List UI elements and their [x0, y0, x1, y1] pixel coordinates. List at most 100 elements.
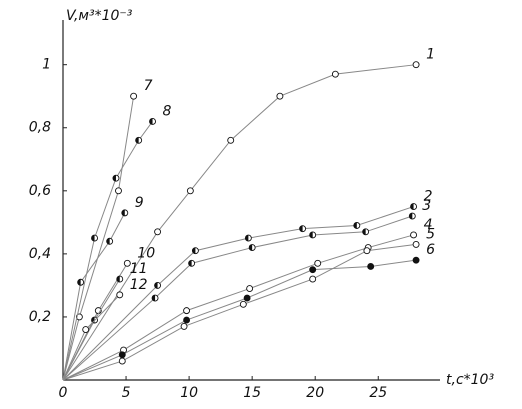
series-label: 2 [424, 189, 433, 205]
data-point [412, 61, 420, 69]
y-tick-label: 0,2 [29, 309, 51, 325]
series-line [62, 212, 126, 381]
marker [154, 228, 162, 236]
data-point [412, 256, 420, 264]
data-point [135, 136, 143, 144]
data-point [353, 222, 361, 229]
marker-half [135, 137, 139, 144]
data-point [408, 212, 416, 220]
marker [309, 266, 317, 274]
marker [243, 294, 251, 302]
data-point [248, 244, 256, 252]
marker-half [188, 260, 192, 267]
data-point [309, 231, 317, 239]
marker-half [299, 225, 303, 232]
data-point [180, 322, 188, 330]
series-label: 5 [426, 226, 435, 242]
data-point [82, 326, 90, 333]
data-point [123, 259, 131, 267]
data-point [118, 357, 126, 365]
marker [186, 187, 194, 195]
marker [123, 259, 131, 267]
marker [239, 300, 247, 308]
series-line [62, 259, 417, 381]
data-point [410, 231, 418, 239]
data-point [154, 281, 162, 289]
marker-half [116, 276, 120, 283]
y-tick-label: 0,8 [29, 120, 51, 136]
marker-half [245, 235, 249, 242]
data-point [77, 278, 85, 286]
x-axis-label: t,c*10³ [446, 372, 494, 388]
x-tick-label: 0 [59, 385, 68, 401]
marker-half [192, 247, 196, 254]
marker [180, 322, 188, 330]
series-line [62, 243, 417, 381]
series-label: 9 [135, 195, 144, 211]
marker [412, 256, 420, 264]
marker-half [353, 222, 357, 229]
y-axis-label: V,м³*10⁻³ [66, 8, 133, 24]
marker-half [409, 213, 413, 220]
data-point [412, 240, 420, 248]
marker [410, 231, 418, 239]
marker-half [77, 279, 81, 286]
data-point [149, 117, 156, 125]
marker [363, 247, 371, 255]
marker-half [410, 203, 414, 210]
marker [118, 351, 126, 359]
series-label: 7 [144, 78, 153, 94]
data-point [309, 275, 317, 283]
marker-half [362, 228, 366, 235]
data-point [112, 174, 120, 182]
data-point [116, 291, 124, 299]
marker [246, 285, 254, 293]
marker [276, 92, 284, 100]
series-label: 10 [137, 245, 155, 261]
y-tick-label: 0,4 [29, 246, 51, 262]
series-label: 11 [130, 261, 148, 277]
data-point [331, 70, 339, 78]
marker-half [106, 238, 110, 245]
data-point [227, 136, 235, 144]
data-point [188, 259, 196, 267]
data-point [106, 237, 114, 245]
marker [118, 357, 126, 365]
data-point [186, 187, 194, 195]
data-point [243, 294, 251, 302]
data-point [154, 228, 162, 236]
series-label: 6 [426, 242, 435, 258]
data-point [183, 316, 191, 324]
y-tick-label: 1 [42, 57, 51, 73]
data-point [276, 92, 284, 100]
marker [314, 259, 322, 267]
data-point [121, 209, 129, 217]
marker [183, 307, 191, 315]
marker [309, 275, 317, 283]
marker-half [154, 282, 158, 289]
data-point [75, 313, 83, 321]
series-label: 3 [422, 198, 431, 214]
marker [331, 70, 339, 78]
marker [367, 263, 375, 270]
series-label: 4 [424, 217, 433, 233]
marker [227, 136, 235, 144]
data-point [239, 300, 247, 308]
x-tick-label: 25 [369, 385, 387, 401]
marker-half [309, 231, 313, 238]
data-point [151, 294, 159, 302]
data-point [362, 228, 370, 236]
marker-half [112, 175, 116, 182]
series-label: 12 [130, 277, 148, 293]
marker [115, 187, 122, 195]
data-point [183, 307, 191, 315]
marker [412, 240, 420, 248]
data-point [299, 225, 307, 233]
x-tick-label: 20 [306, 385, 324, 401]
data-point [118, 351, 126, 359]
data-point [116, 275, 124, 283]
data-point [367, 263, 375, 270]
data-point [91, 234, 98, 242]
x-tick-label: 10 [180, 385, 198, 401]
